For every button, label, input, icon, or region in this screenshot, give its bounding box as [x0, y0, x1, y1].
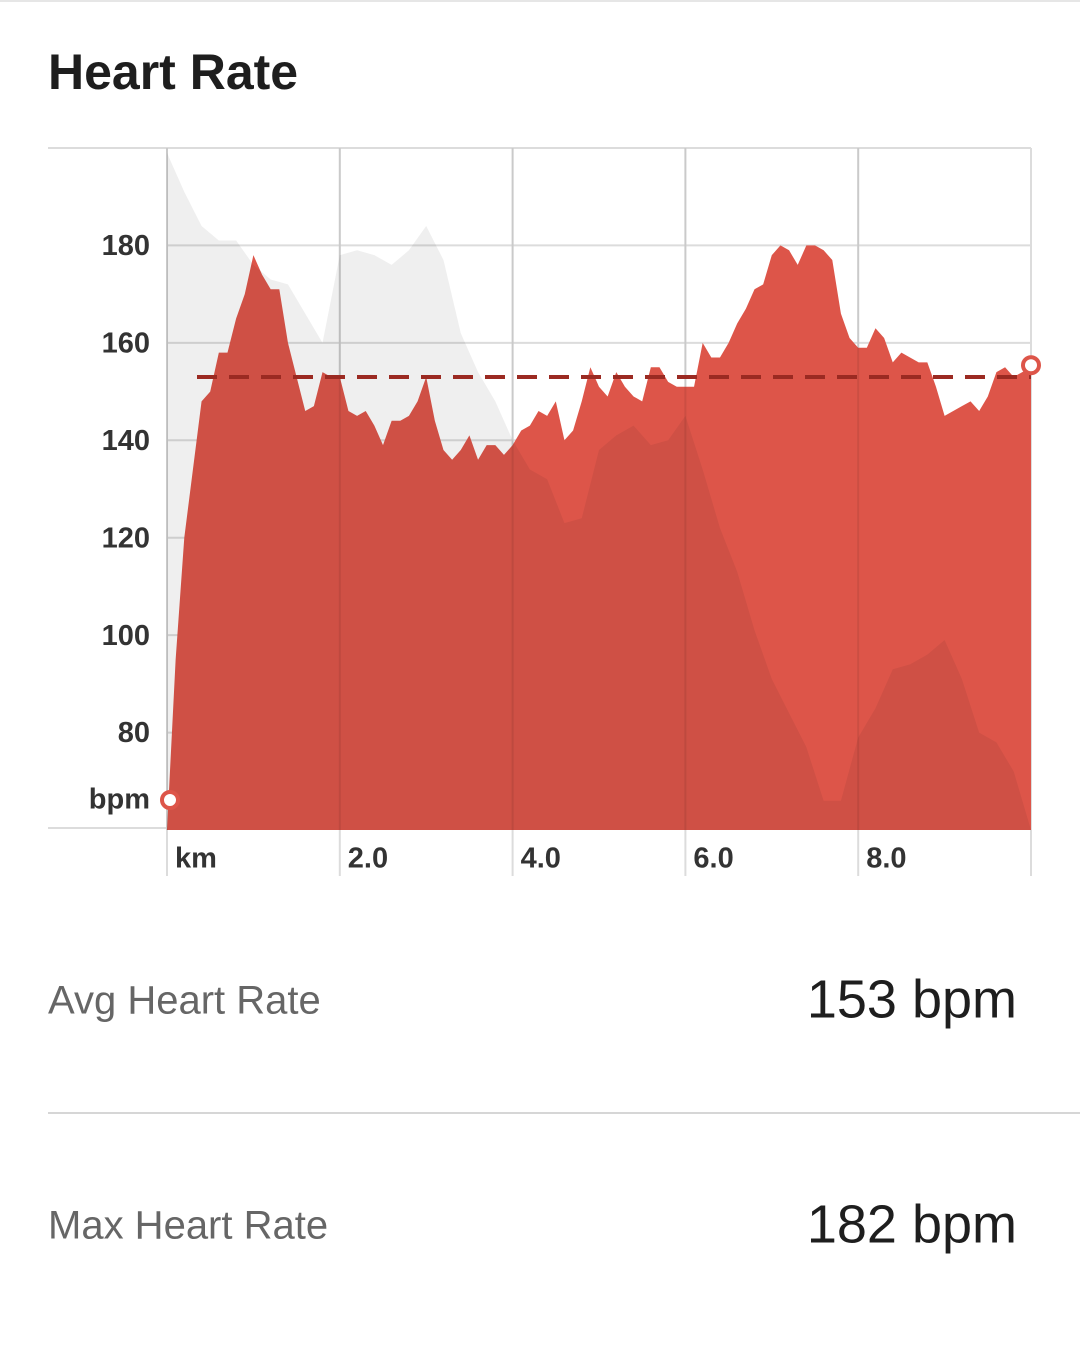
section-title: Heart Rate — [48, 44, 298, 100]
x-tick-label: 6.0 — [693, 843, 733, 875]
y-unit-label: bpm — [89, 784, 150, 816]
y-tick-label: 160 — [102, 328, 150, 360]
y-tick-label: 100 — [102, 620, 150, 652]
end-marker — [1021, 355, 1041, 376]
start-marker — [160, 790, 180, 810]
x-tick-label: 8.0 — [866, 843, 906, 875]
stat-value: 182 bpm — [807, 1194, 1017, 1254]
y-tick-label: 140 — [102, 425, 150, 457]
chart: 80 100 120 140 160 180 km 2.0 4.0 6.0 8.0 bpm — [48, 147, 1041, 876]
x-tick-label: km — [175, 843, 217, 875]
stat-label: Avg Heart Rate — [48, 979, 321, 1023]
y-tick-label: 120 — [102, 522, 150, 554]
stat-label: Max Heart Rate — [48, 1204, 328, 1248]
x-tick-label: 2.0 — [348, 843, 388, 875]
y-tick-label: 180 — [102, 230, 150, 262]
stat-value: 153 bpm — [807, 969, 1017, 1029]
x-tick-label: 4.0 — [521, 843, 561, 875]
y-tick-label: 80 — [118, 717, 150, 749]
background-profile-area — [167, 152, 1031, 830]
